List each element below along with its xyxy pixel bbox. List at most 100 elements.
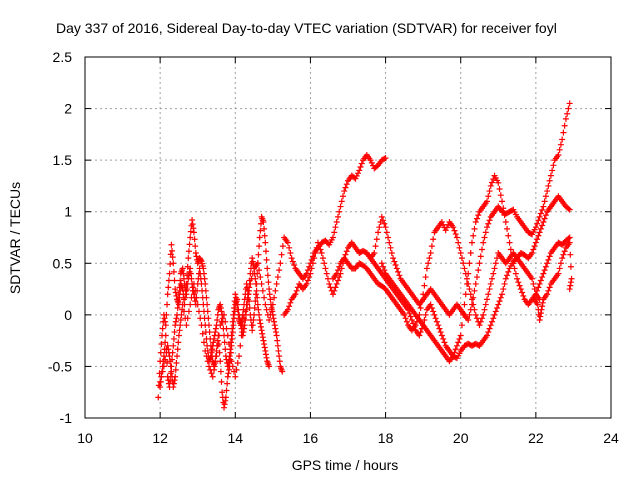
- data-point: [160, 363, 167, 370]
- data-point: [417, 304, 424, 311]
- data-point: [536, 317, 543, 324]
- data-point: [184, 315, 191, 322]
- data-point: [266, 363, 273, 370]
- data-point: [219, 389, 226, 396]
- data-point: [559, 255, 566, 262]
- data-point: [212, 325, 219, 332]
- data-point: [205, 363, 212, 370]
- series-trace-f: [378, 172, 573, 365]
- x-tick-label: 16: [303, 430, 319, 446]
- data-point: [233, 298, 240, 305]
- data-point: [265, 279, 272, 286]
- data-point: [175, 298, 182, 305]
- data-point: [417, 329, 424, 336]
- data-point: [497, 294, 504, 301]
- data-point: [505, 268, 512, 275]
- data-point: [221, 404, 228, 411]
- data-point: [428, 243, 435, 250]
- data-point: [546, 177, 553, 184]
- data-point: [226, 366, 233, 373]
- data-point: [324, 275, 331, 282]
- data-point: [157, 378, 164, 385]
- data-point: [197, 257, 204, 264]
- data-point: [465, 317, 472, 324]
- y-tick-label: 1.5: [53, 152, 73, 168]
- data-point: [237, 342, 244, 349]
- data-point: [242, 311, 249, 318]
- x-axis-label: GPS time / hours: [292, 457, 399, 473]
- data-point: [373, 236, 380, 243]
- data-point: [242, 308, 249, 315]
- data-point: [422, 274, 429, 281]
- data-point: [495, 301, 502, 308]
- data-point: [460, 260, 467, 267]
- data-point: [180, 308, 187, 315]
- data-point: [249, 322, 256, 329]
- data-point: [433, 318, 440, 325]
- data-point: [287, 249, 294, 256]
- data-point: [545, 256, 552, 263]
- data-point: [341, 188, 348, 195]
- data-point: [162, 322, 169, 329]
- data-point: [380, 263, 387, 270]
- data-point: [406, 310, 413, 317]
- data-point: [530, 280, 537, 287]
- data-point: [232, 294, 239, 301]
- data-point: [316, 243, 323, 250]
- data-point: [253, 287, 260, 294]
- data-point: [537, 210, 544, 217]
- data-point: [225, 370, 232, 377]
- data-point: [171, 377, 178, 384]
- data-point: [214, 337, 221, 344]
- data-point: [451, 227, 458, 234]
- data-point: [476, 322, 483, 329]
- data-point: [263, 306, 270, 313]
- data-point: [190, 229, 197, 236]
- x-tick-label: 10: [77, 430, 93, 446]
- data-point: [489, 179, 496, 186]
- data-point: [468, 239, 475, 246]
- data-point: [421, 282, 428, 289]
- data-point: [484, 224, 491, 231]
- data-point: [157, 349, 164, 356]
- data-point: [437, 329, 444, 336]
- data-point: [381, 267, 388, 274]
- data-point: [333, 270, 340, 277]
- data-point: [375, 229, 382, 236]
- data-point: [403, 318, 410, 325]
- data-point: [169, 254, 176, 261]
- data-point: [187, 265, 194, 272]
- data-point: [484, 198, 491, 205]
- data-point: [499, 291, 506, 298]
- data-point: [251, 311, 258, 318]
- data-point: [497, 192, 504, 199]
- data-point: [230, 322, 237, 329]
- data-point: [264, 272, 271, 279]
- data-point: [550, 162, 557, 169]
- data-point: [336, 208, 343, 215]
- data-point: [471, 225, 478, 232]
- data-point: [452, 231, 459, 238]
- data-point: [317, 246, 324, 253]
- data-point: [236, 353, 243, 360]
- data-point: [167, 260, 174, 267]
- data-point: [537, 310, 544, 317]
- data-point: [248, 275, 255, 282]
- data-point: [174, 304, 181, 311]
- data-point: [229, 318, 236, 325]
- data-point: [231, 315, 238, 322]
- data-point: [500, 286, 507, 293]
- data-point: [212, 329, 219, 336]
- data-point: [358, 160, 365, 167]
- data-point: [482, 229, 489, 236]
- data-point: [535, 284, 542, 291]
- data-point: [547, 172, 554, 179]
- data-point: [244, 294, 251, 301]
- data-point: [555, 270, 562, 277]
- data-point: [180, 270, 187, 277]
- data-point: [541, 198, 548, 205]
- data-point: [436, 325, 443, 332]
- data-point: [560, 129, 567, 136]
- data-point: [217, 358, 224, 365]
- data-point: [494, 304, 501, 311]
